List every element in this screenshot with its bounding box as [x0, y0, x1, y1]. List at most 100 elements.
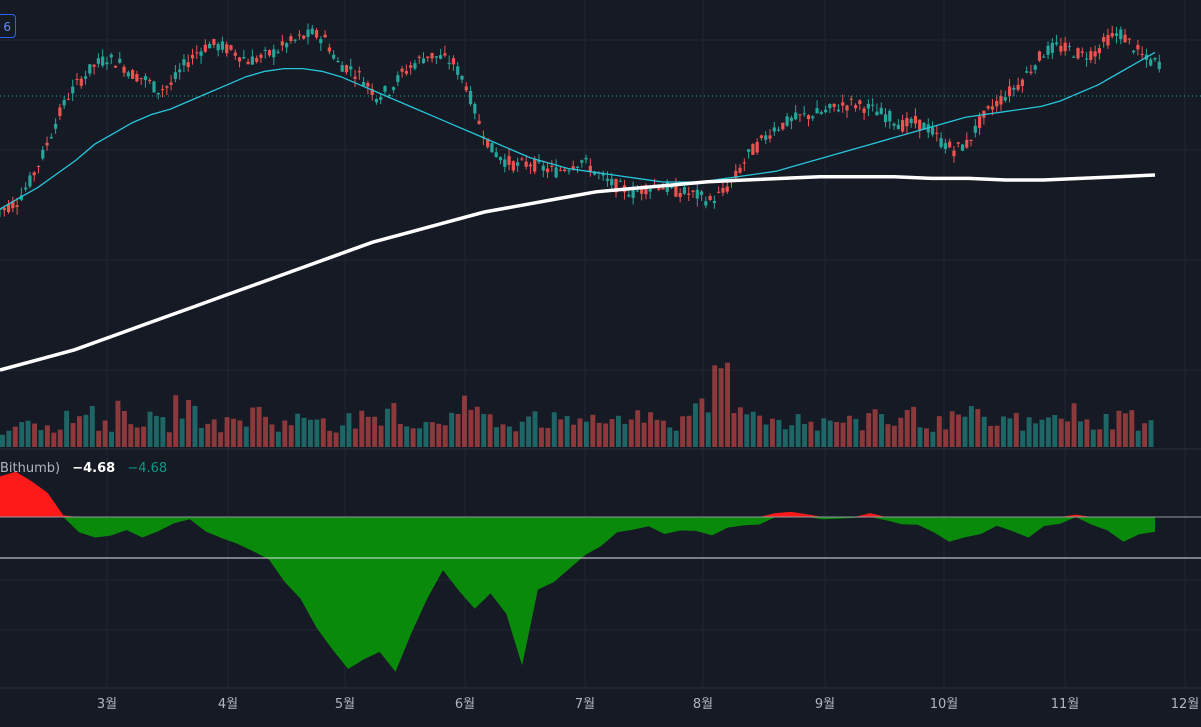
volume-bar	[1007, 418, 1013, 447]
volume-bar	[500, 424, 506, 447]
volume-bar	[821, 418, 827, 447]
candle-body	[280, 41, 284, 46]
candle-body	[824, 109, 828, 113]
candle-body	[1059, 45, 1063, 52]
volume-bar	[680, 416, 686, 447]
candle-body	[498, 157, 503, 161]
volume-bar	[1001, 416, 1006, 447]
volume-bar	[917, 427, 923, 447]
candle-body	[220, 41, 225, 50]
candle-body	[635, 190, 639, 192]
candle-body	[49, 137, 53, 139]
candle-body	[575, 166, 580, 168]
candle-body	[357, 71, 361, 73]
candle-body	[156, 92, 160, 95]
candle-body	[866, 103, 870, 109]
candle-body	[1007, 86, 1012, 97]
volume-bar	[89, 405, 95, 447]
candle-body	[310, 28, 314, 35]
candle-body	[721, 187, 725, 193]
candle-body	[631, 188, 635, 198]
volume-bar	[410, 428, 416, 447]
scale-badge[interactable]: 6	[0, 14, 16, 38]
volume-bar	[545, 428, 551, 447]
candle-body	[687, 193, 691, 195]
candle-body	[1119, 29, 1123, 40]
candle-body	[195, 52, 199, 54]
candle-body	[19, 195, 23, 200]
oscillator-positive-area	[0, 471, 1155, 517]
candle-body	[901, 120, 905, 132]
volume-bar	[904, 410, 910, 447]
volume-bar	[648, 412, 653, 447]
volume-bar	[737, 407, 743, 447]
candle-body	[806, 115, 811, 120]
volume-bar	[121, 411, 127, 447]
candle-body	[960, 144, 965, 151]
candle-body	[973, 125, 977, 133]
candle-body	[1055, 42, 1059, 45]
volume-bar	[378, 425, 384, 447]
candle-body	[614, 179, 618, 193]
volume-bar	[365, 416, 371, 447]
candle-body	[96, 58, 100, 64]
volume-bar	[385, 408, 390, 447]
candle-body	[242, 57, 246, 59]
candle-body	[143, 76, 148, 81]
volume-bar	[166, 432, 172, 447]
candle-body	[199, 51, 203, 56]
candle-body	[396, 75, 400, 82]
volume-bar	[340, 425, 345, 447]
candle-body	[285, 43, 289, 48]
candle-body	[584, 157, 588, 160]
volume-bar	[872, 409, 878, 447]
candle-body	[751, 144, 755, 155]
oscillator-value-secondary: −4.68	[127, 461, 168, 476]
candle-body	[165, 86, 169, 88]
candle-body	[516, 162, 520, 166]
candle-body	[789, 117, 793, 122]
candle-body	[571, 166, 575, 170]
candle-body	[297, 34, 302, 36]
candle-body	[725, 186, 729, 192]
candle-body	[862, 108, 866, 113]
volume-bar	[705, 412, 711, 447]
volume-bar	[866, 413, 872, 447]
candle-body	[349, 66, 353, 70]
volume-bar	[1058, 418, 1064, 447]
volume-bar	[1090, 429, 1096, 447]
candle-body	[289, 36, 293, 42]
candle-body	[366, 83, 370, 87]
candle-body	[353, 76, 357, 79]
candle-body	[426, 56, 430, 59]
candle-body	[225, 44, 229, 54]
candle-body	[323, 34, 327, 38]
candle-body	[344, 65, 349, 73]
volume-bar	[673, 430, 679, 447]
volume-bar	[840, 422, 846, 447]
candle-body	[781, 122, 785, 130]
volume-bar	[237, 420, 243, 447]
volume-bar	[301, 417, 307, 447]
candle-body	[995, 101, 999, 107]
candle-body	[507, 156, 511, 165]
volume-bar	[1013, 412, 1019, 447]
volume-bar	[1110, 429, 1115, 447]
volume-bar	[442, 425, 448, 447]
volume-bar	[936, 416, 942, 447]
volume-bar	[83, 414, 89, 447]
volume-bar	[147, 411, 153, 447]
candle-body	[550, 165, 554, 167]
volume-bar	[718, 368, 724, 447]
candle-body	[528, 164, 533, 167]
candle-body	[593, 171, 597, 175]
candle-body	[892, 123, 896, 126]
volume-bar	[956, 414, 961, 447]
candle-body	[909, 118, 913, 124]
candle-body	[293, 39, 297, 41]
candle-body	[524, 161, 528, 167]
volume-bar	[429, 422, 435, 447]
candle-body	[11, 201, 15, 209]
candle-body	[109, 54, 113, 58]
